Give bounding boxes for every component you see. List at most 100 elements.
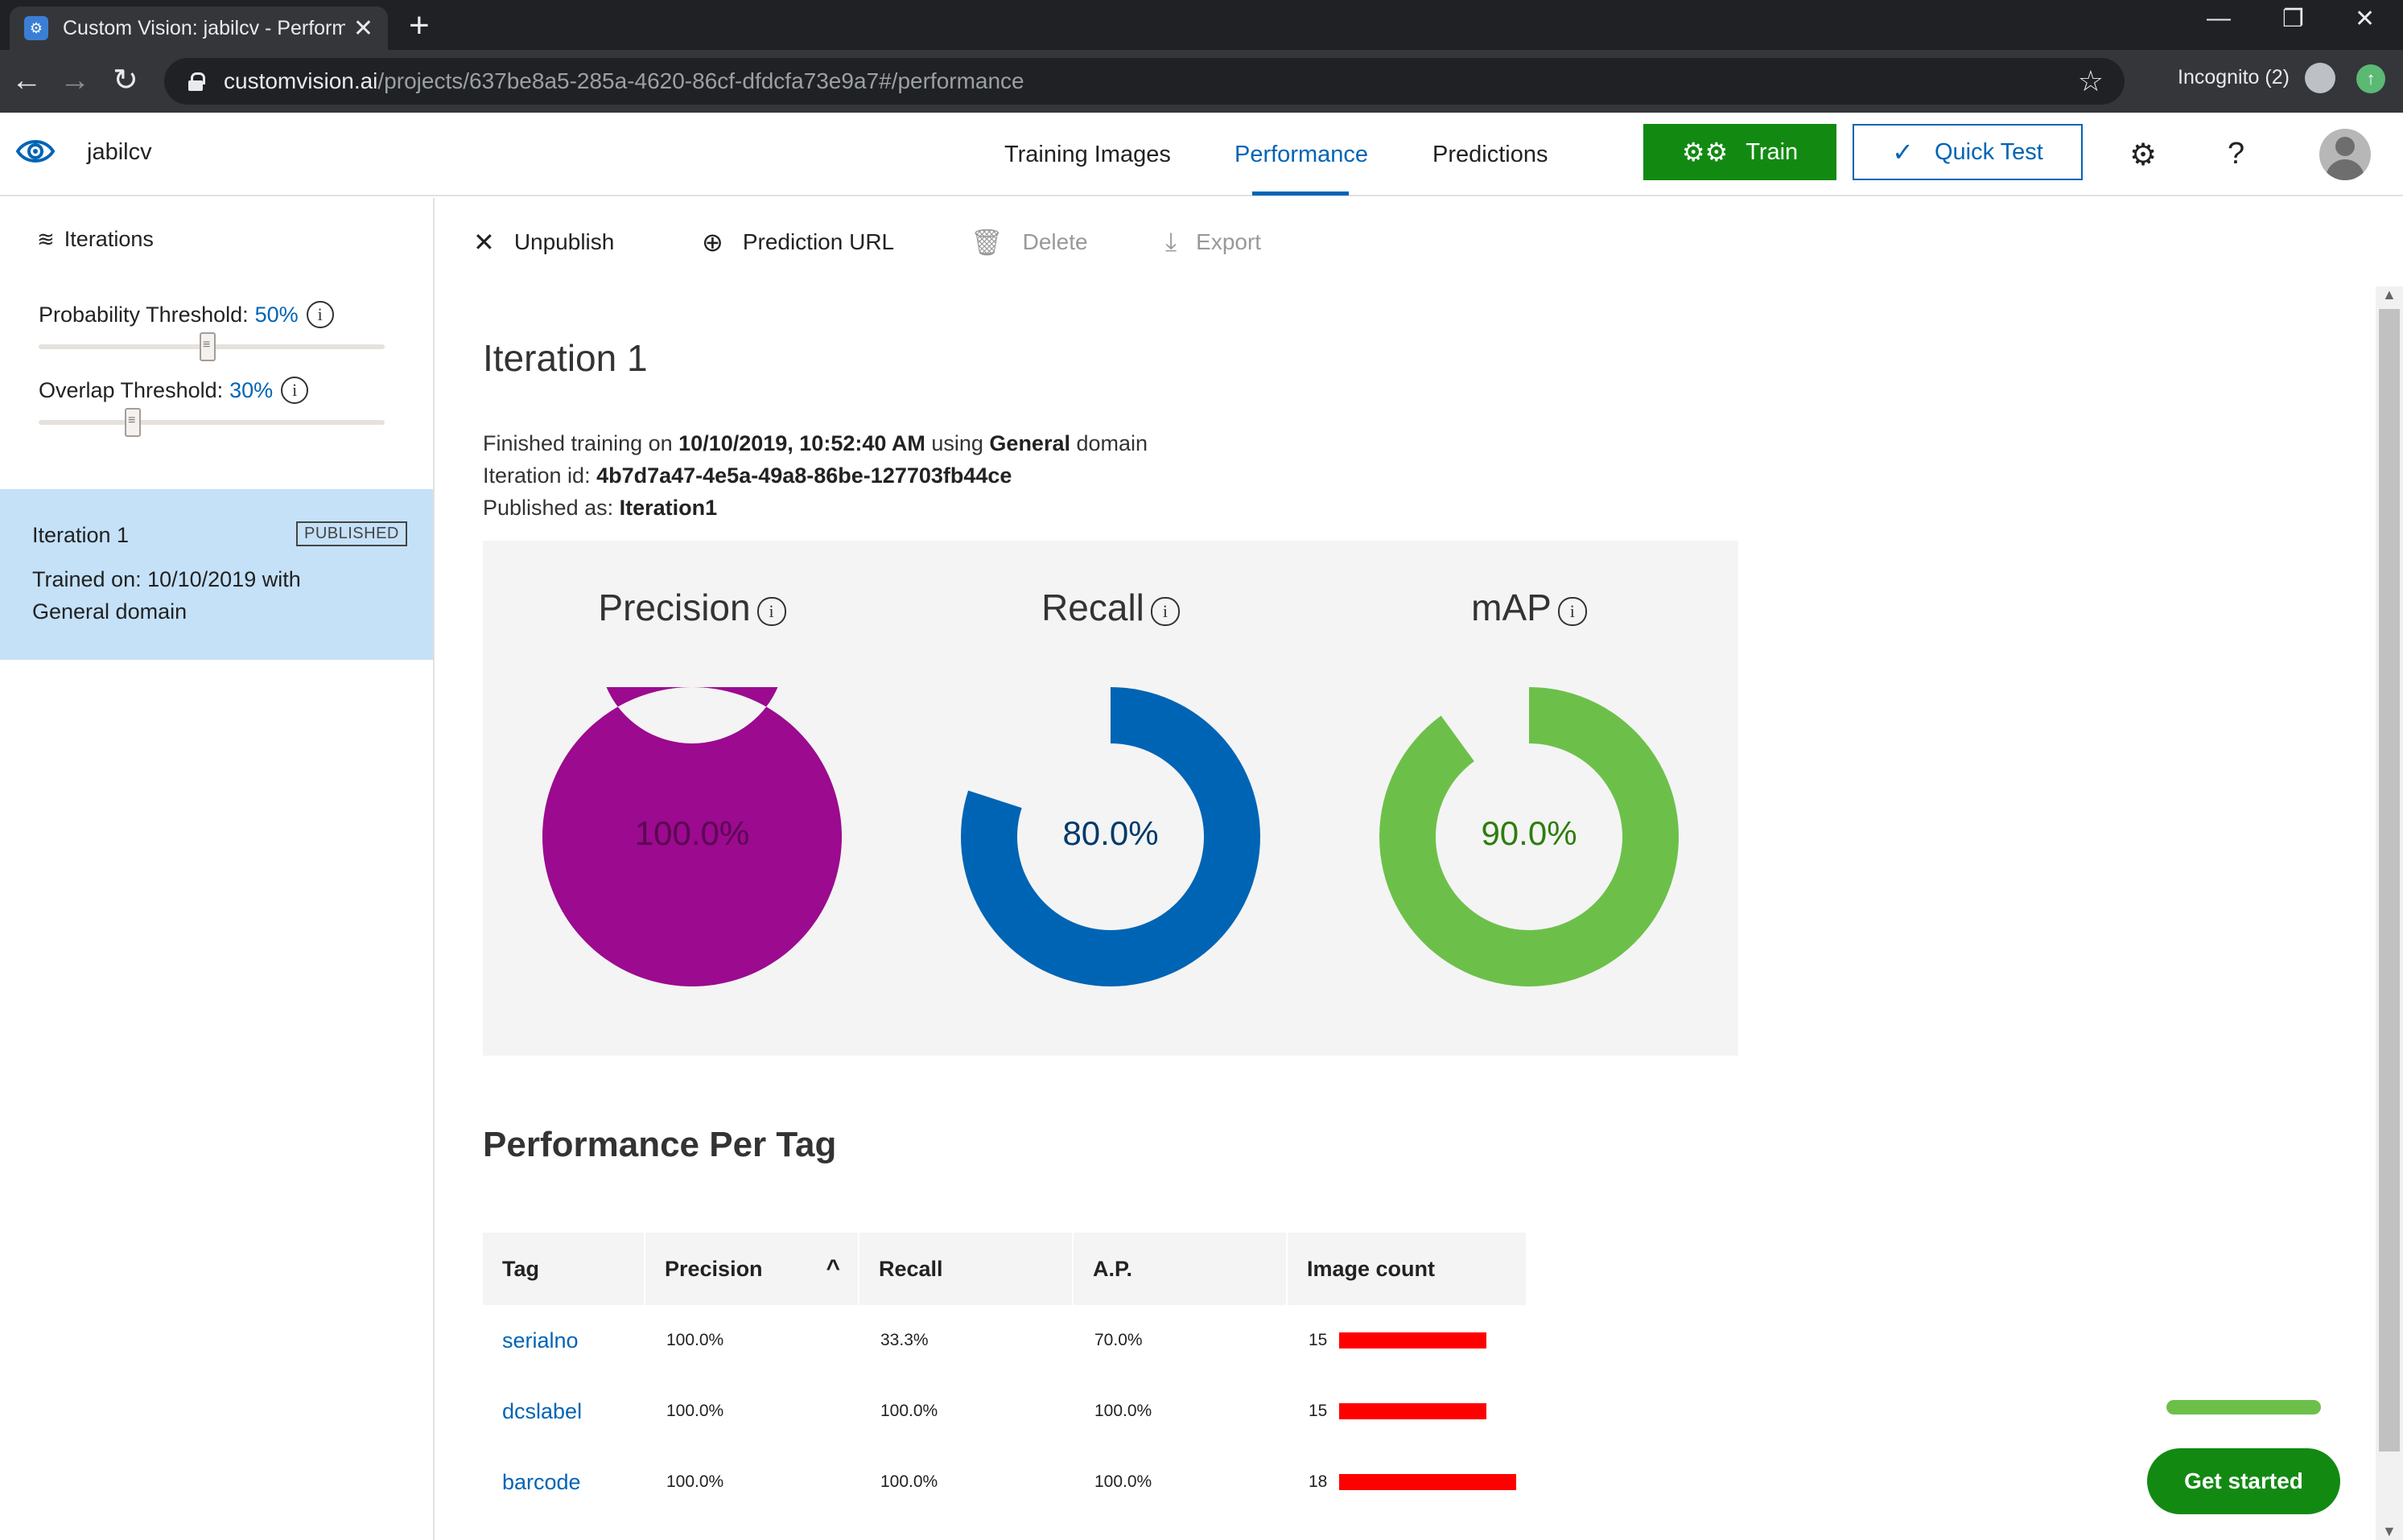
delete-button[interactable]: 🗑 Delete (971, 227, 1088, 257)
cell-recall: 33.3% (880, 1331, 929, 1349)
tag-link[interactable]: serialno (502, 1328, 579, 1353)
probability-threshold-text: Probability Threshold: (39, 302, 249, 327)
cell-image-count: 18 (1309, 1472, 1328, 1491)
browser-tabstrip: ⚙ Custom Vision: jabilcv - Performa ✕ + … (0, 0, 2403, 50)
finished-prefix: Finished training on (483, 431, 679, 455)
precision-value: 100.0% (634, 814, 750, 852)
probability-threshold-label: Probability Threshold: 50% i (39, 301, 334, 328)
recall-metric: Recall i 80.0% (901, 541, 1320, 1056)
recall-label: Recall i (901, 586, 1320, 629)
scroll-up-icon[interactable]: ▲ (2382, 286, 2397, 303)
cell-precision: 100.0% (666, 1331, 724, 1349)
probability-info-icon[interactable]: i (306, 301, 334, 328)
prediction-url-button[interactable]: ⊕ Prediction URL (702, 227, 894, 257)
custom-vision-eye-icon[interactable] (14, 130, 56, 172)
recall-info-icon[interactable]: i (1150, 597, 1180, 626)
finished-mid: using (925, 431, 990, 455)
iteration-id-line: Iteration id: 4b7d7a47-4e5a-49a8-86be-12… (483, 463, 1012, 488)
quick-test-button[interactable]: ✓ Quick Test (1853, 124, 2083, 180)
train-button[interactable]: ⚙⚙ Train (1643, 124, 1836, 180)
nav-predictions[interactable]: Predictions (1432, 142, 1548, 167)
tag-link[interactable]: dcslabel (502, 1399, 583, 1423)
address-bar[interactable]: customvision.ai/projects/637be8a5-285a-4… (164, 58, 2125, 105)
nav-training-images[interactable]: Training Images (1004, 142, 1171, 167)
project-name[interactable]: jabilcv (87, 139, 152, 165)
iteration-title: Iteration 1 (483, 337, 648, 379)
recall-value: 80.0% (1062, 814, 1159, 852)
map-info-icon[interactable]: i (1557, 597, 1587, 626)
map-metric: mAP i 90.0% (1320, 541, 1738, 1056)
column-header-ap[interactable]: A.P. (1074, 1233, 1286, 1305)
probability-threshold-value: 50% (254, 302, 299, 327)
cell-ap: 70.0% (1094, 1331, 1143, 1349)
map-donut (1379, 687, 1679, 986)
gears-icon: ⚙⚙ (1681, 138, 1729, 167)
active-nav-indicator (1252, 191, 1349, 196)
unpublish-button[interactable]: ✕ Unpublish (473, 227, 614, 257)
help-icon[interactable]: ? (2228, 137, 2245, 171)
overlap-threshold-text: Overlap Threshold: (39, 377, 224, 402)
precision-header-label: Precision (665, 1257, 763, 1281)
map-value: 90.0% (1481, 814, 1577, 852)
sort-ascending-icon[interactable]: ^ (826, 1255, 840, 1282)
precision-donut (542, 687, 842, 986)
overlap-threshold-value: 30% (229, 377, 274, 402)
close-icon: ✕ (473, 228, 495, 257)
image-count-bar (1339, 1403, 1486, 1419)
incognito-label: Incognito (2) (2178, 66, 2290, 89)
overlap-info-icon[interactable]: i (281, 377, 309, 404)
get-started-button[interactable]: Get started (2147, 1448, 2340, 1514)
cell-ap: 100.0% (1094, 1472, 1152, 1491)
precision-label: Precision i (483, 586, 901, 629)
published-as-value: Iteration1 (619, 496, 718, 520)
window-close-icon[interactable]: ✕ (2355, 6, 2376, 32)
reload-icon[interactable]: ↻ (113, 64, 138, 97)
probability-slider-thumb[interactable] (200, 332, 216, 361)
app-header: jabilcv Training Images Performance Pred… (0, 113, 2403, 196)
tag-link[interactable]: barcode (502, 1470, 581, 1494)
export-button[interactable]: ⤓ Export (1165, 227, 1261, 257)
precision-metric: Precision i 100.0% (483, 541, 901, 1056)
scrollbar-thumb[interactable] (2379, 309, 2400, 1451)
table-row: dcslabel 100.0% 100.0% 100.0% 15 (483, 1376, 1486, 1447)
cell-precision: 100.0% (666, 1472, 724, 1491)
forward-icon[interactable]: → (60, 64, 90, 97)
probability-threshold-slider[interactable] (39, 332, 385, 361)
download-icon: ⤓ (1165, 227, 1177, 256)
user-avatar[interactable] (2319, 129, 2371, 180)
donut-arc (542, 687, 842, 986)
tab-close-icon[interactable]: ✕ (352, 14, 373, 42)
column-header-precision[interactable]: Precision ^ (645, 1233, 858, 1305)
incognito-icon[interactable] (2305, 63, 2335, 93)
restore-icon[interactable]: ❐ (2282, 6, 2304, 32)
overlap-threshold-slider[interactable] (39, 408, 385, 437)
precision-title: Precision (598, 587, 751, 628)
overlap-slider-thumb[interactable] (125, 408, 141, 437)
settings-gear-icon[interactable]: ⚙ (2129, 138, 2158, 172)
column-header-recall[interactable]: Recall (859, 1233, 1072, 1305)
iteration-item-name: Iteration 1 (32, 523, 130, 547)
trash-icon: 🗑 (971, 228, 1004, 257)
nav-performance[interactable]: Performance (1234, 142, 1369, 167)
precision-info-icon[interactable]: i (756, 597, 786, 626)
back-icon[interactable]: ← (11, 64, 42, 97)
iteration-list-item[interactable]: Iteration 1 PUBLISHED Trained on: 10/10/… (0, 489, 433, 660)
iterations-label: Iterations (64, 227, 154, 251)
scroll-down-icon[interactable]: ▼ (2382, 1523, 2397, 1539)
bookmark-star-icon[interactable]: ☆ (2077, 64, 2104, 97)
page-scrollbar[interactable]: ▲ ▼ (2376, 286, 2403, 1540)
delete-label: Delete (1022, 229, 1088, 254)
iterations-header[interactable]: ≋ Iterations (37, 227, 154, 252)
minimize-icon[interactable]: — (2207, 5, 2231, 31)
url-host: customvision.ai (224, 68, 378, 93)
custom-vision-favicon-icon: ⚙ (24, 16, 48, 40)
finished-suffix: domain (1070, 431, 1148, 455)
browser-tab[interactable]: ⚙ Custom Vision: jabilcv - Performa ✕ (10, 6, 388, 50)
metrics-panel: Precision i 100.0% Recall i 80.0% mAP i … (483, 541, 1738, 1056)
cell-ap: 100.0% (1094, 1402, 1152, 1420)
update-icon[interactable]: ↑ (2356, 64, 2385, 93)
new-tab-icon[interactable]: + (409, 6, 430, 45)
column-header-image-count[interactable]: Image count (1288, 1233, 1526, 1305)
column-header-tag[interactable]: Tag (483, 1233, 644, 1305)
globe-icon: ⊕ (702, 228, 723, 257)
